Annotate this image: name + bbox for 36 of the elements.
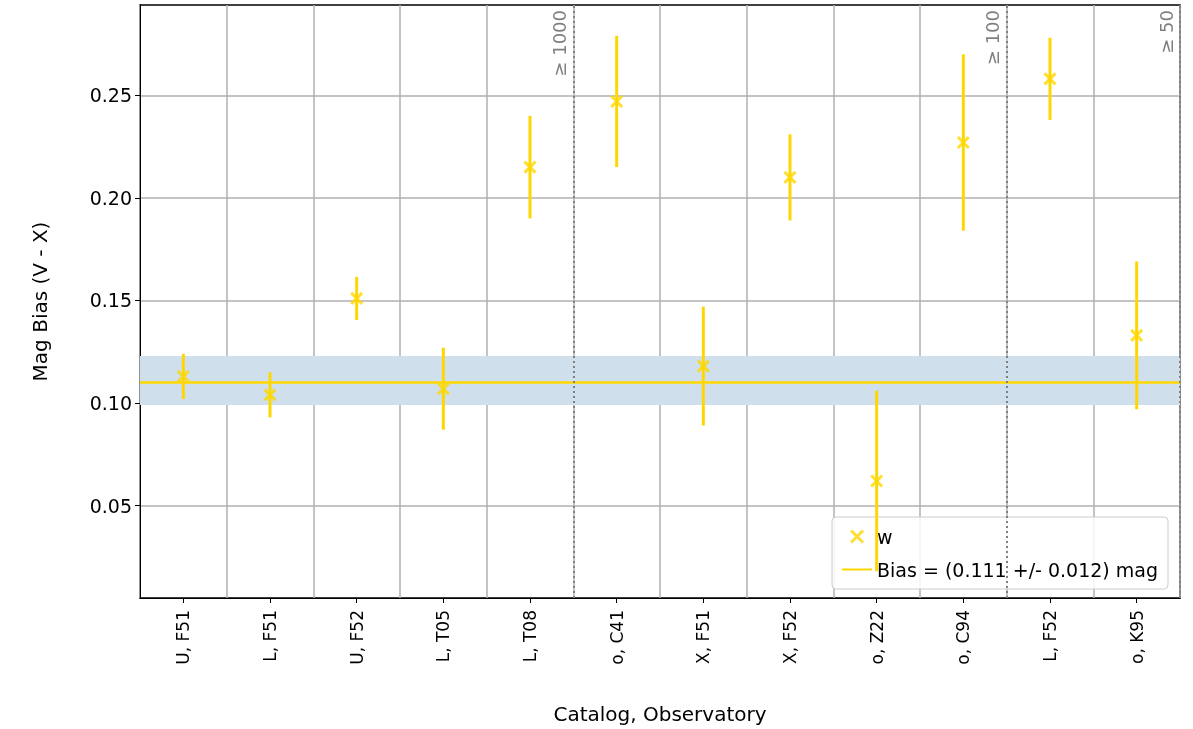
point [609, 94, 624, 109]
x-tick-label: X, F51 [693, 610, 714, 664]
x-tick-label: L, F51 [260, 610, 280, 662]
point [349, 291, 364, 306]
point [956, 135, 971, 150]
point [1043, 71, 1057, 86]
point [436, 381, 451, 396]
point [1129, 328, 1144, 343]
annotation: ≥ 50 [1155, 10, 1177, 54]
point [176, 369, 191, 384]
y-tick-label: 0.15 [89, 289, 132, 312]
x-tick-label: o, Z22 [866, 610, 887, 665]
x-tick-label: U, F52 [346, 610, 367, 665]
y-tick-label: 0.20 [89, 186, 132, 209]
legend-label: Bias = (0.111 +/- 0.012) mag [877, 558, 1159, 581]
point [696, 359, 711, 374]
x-tick-label: L, T05 [433, 610, 454, 663]
y-axis-title: Mag Bias (V - X) [28, 221, 52, 382]
x-tick-label: o, C41 [606, 610, 627, 665]
x-tick-label: o, C94 [953, 610, 974, 665]
point [523, 160, 537, 175]
point [263, 387, 277, 402]
x-tick-label: L, T08 [520, 610, 540, 663]
x-tick-label: U, F51 [173, 610, 194, 665]
x-axis-title: Catalog, Observatory [553, 702, 767, 726]
y-tick-label: 0.10 [89, 392, 132, 415]
annotation: ≥ 100 [982, 10, 1004, 66]
x-tick-label: L, F52 [1040, 610, 1060, 662]
y-tick-label: 0.25 [89, 84, 132, 107]
x-tick-label: X, F52 [780, 610, 800, 664]
point [783, 170, 797, 185]
point [869, 474, 884, 489]
y-tick-label: 0.05 [89, 494, 132, 517]
annotation: ≥ 1000 [548, 10, 570, 77]
legend-label: w [877, 525, 893, 548]
x-tick-label: o, K95 [1126, 610, 1147, 664]
